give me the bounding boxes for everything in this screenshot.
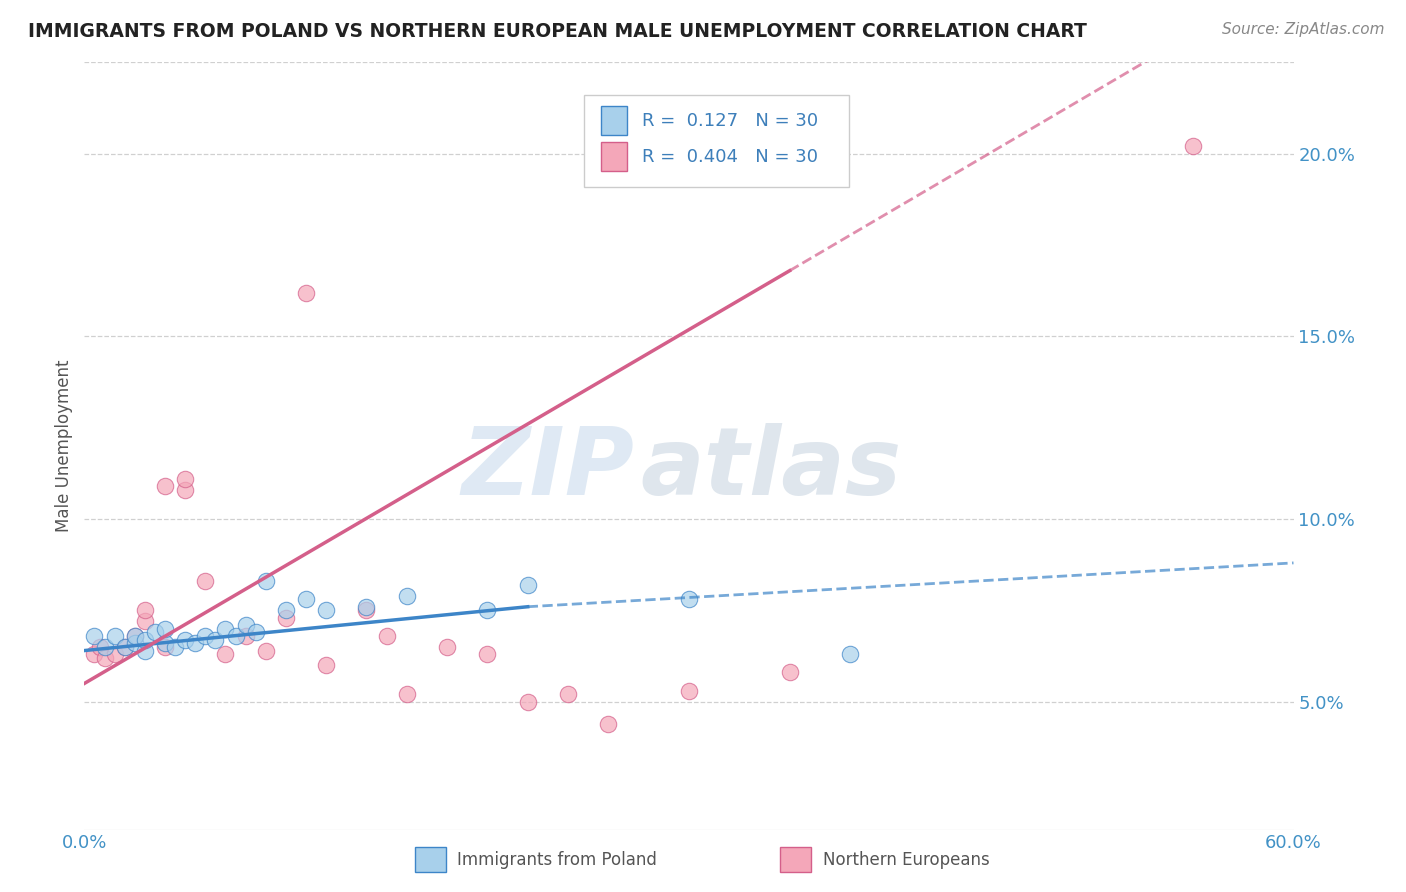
Point bbox=[245, 625, 267, 640]
Point bbox=[1181, 139, 1204, 153]
Point bbox=[204, 632, 226, 647]
Point bbox=[375, 629, 398, 643]
Point bbox=[165, 640, 187, 654]
Point bbox=[104, 647, 127, 661]
Text: Immigrants from Poland: Immigrants from Poland bbox=[457, 851, 657, 869]
Point bbox=[174, 472, 197, 486]
Point bbox=[134, 632, 156, 647]
Point bbox=[274, 603, 297, 617]
Point bbox=[194, 629, 217, 643]
Point bbox=[295, 592, 318, 607]
FancyBboxPatch shape bbox=[583, 95, 849, 186]
Point bbox=[89, 640, 111, 654]
Point bbox=[225, 629, 247, 643]
Point bbox=[214, 622, 236, 636]
FancyBboxPatch shape bbox=[600, 142, 627, 171]
Point bbox=[134, 615, 156, 629]
Point bbox=[477, 647, 499, 661]
Point bbox=[153, 640, 176, 654]
Point bbox=[153, 636, 176, 650]
Point bbox=[174, 483, 197, 497]
Point bbox=[104, 629, 127, 643]
Point bbox=[295, 285, 318, 300]
Point bbox=[598, 716, 620, 731]
Point bbox=[315, 603, 337, 617]
Point bbox=[356, 603, 378, 617]
Point bbox=[124, 629, 146, 643]
Point bbox=[395, 687, 418, 701]
Point bbox=[274, 610, 297, 624]
Point bbox=[678, 592, 700, 607]
Point bbox=[356, 599, 378, 614]
Text: R =  0.404   N = 30: R = 0.404 N = 30 bbox=[641, 148, 818, 166]
Text: R =  0.127   N = 30: R = 0.127 N = 30 bbox=[641, 112, 818, 129]
Point bbox=[93, 640, 115, 654]
Point bbox=[839, 647, 862, 661]
Point bbox=[214, 647, 236, 661]
Point bbox=[194, 574, 217, 589]
Point bbox=[235, 629, 257, 643]
Text: Source: ZipAtlas.com: Source: ZipAtlas.com bbox=[1222, 22, 1385, 37]
Point bbox=[477, 603, 499, 617]
Point bbox=[516, 578, 538, 592]
Point bbox=[254, 643, 277, 657]
Point bbox=[124, 629, 146, 643]
Point bbox=[134, 643, 156, 657]
Point bbox=[134, 603, 156, 617]
Point bbox=[254, 574, 277, 589]
Point bbox=[114, 640, 136, 654]
Text: Northern Europeans: Northern Europeans bbox=[823, 851, 990, 869]
Point bbox=[93, 651, 115, 665]
Text: IMMIGRANTS FROM POLAND VS NORTHERN EUROPEAN MALE UNEMPLOYMENT CORRELATION CHART: IMMIGRANTS FROM POLAND VS NORTHERN EUROP… bbox=[28, 22, 1087, 41]
Point bbox=[184, 636, 207, 650]
Point bbox=[114, 640, 136, 654]
Point bbox=[779, 665, 801, 680]
Point bbox=[516, 695, 538, 709]
Text: ZIP: ZIP bbox=[461, 423, 634, 515]
Point bbox=[235, 618, 257, 632]
Point bbox=[153, 622, 176, 636]
Point bbox=[83, 647, 105, 661]
Point bbox=[315, 658, 337, 673]
Point bbox=[557, 687, 579, 701]
Point bbox=[436, 640, 458, 654]
Point bbox=[143, 625, 166, 640]
Point bbox=[174, 632, 197, 647]
Point bbox=[153, 479, 176, 493]
Point bbox=[395, 589, 418, 603]
Text: atlas: atlas bbox=[641, 423, 901, 515]
Point bbox=[124, 636, 146, 650]
Y-axis label: Male Unemployment: Male Unemployment bbox=[55, 359, 73, 533]
Point bbox=[83, 629, 105, 643]
Point bbox=[678, 683, 700, 698]
FancyBboxPatch shape bbox=[600, 106, 627, 136]
